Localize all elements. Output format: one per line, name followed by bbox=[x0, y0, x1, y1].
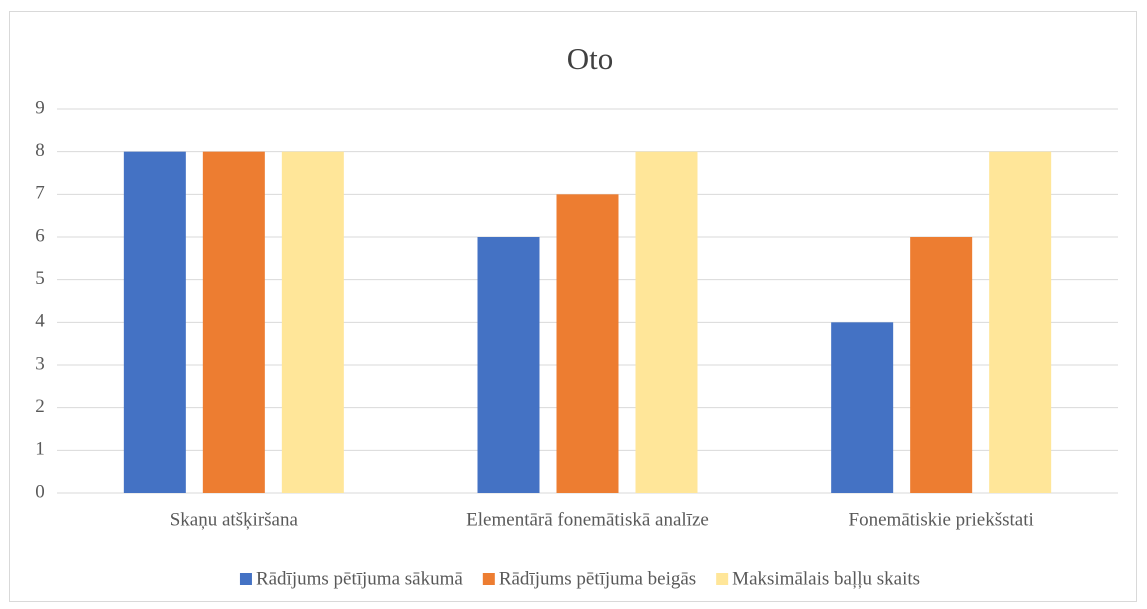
bar bbox=[477, 237, 540, 493]
legend-swatch bbox=[239, 573, 252, 585]
chart-title: Oto bbox=[567, 41, 614, 76]
bar bbox=[831, 322, 894, 493]
y-tick-label: 8 bbox=[35, 140, 45, 161]
y-tick-label: 5 bbox=[35, 268, 45, 289]
y-tick-label: 1 bbox=[35, 439, 45, 460]
bar bbox=[123, 151, 186, 493]
y-tick-label: 0 bbox=[35, 481, 45, 502]
bar bbox=[910, 237, 973, 493]
bar bbox=[556, 194, 619, 494]
y-tick-label: 7 bbox=[35, 183, 45, 204]
bar bbox=[635, 151, 698, 493]
legend-label: Maksimālais baļļu skaits bbox=[732, 568, 920, 589]
legend-label: Rādījums pētījuma beigās bbox=[499, 568, 696, 589]
legend-swatch bbox=[716, 573, 729, 585]
y-tick-label: 2 bbox=[35, 396, 45, 417]
legend-swatch bbox=[482, 573, 495, 585]
y-tick-label: 3 bbox=[35, 353, 45, 374]
bar bbox=[281, 151, 344, 493]
x-tick-label: Elementārā fonemātiskā analīze bbox=[466, 509, 709, 530]
bar bbox=[989, 151, 1052, 493]
bar bbox=[202, 151, 265, 493]
y-tick-label: 6 bbox=[35, 225, 45, 246]
legend-label: Rādījums pētījuma sākumā bbox=[256, 568, 463, 589]
y-tick-label: 9 bbox=[35, 97, 45, 118]
x-tick-label: Skaņu atšķiršana bbox=[170, 509, 299, 530]
y-tick-label: 4 bbox=[35, 311, 45, 332]
x-tick-label: Fonemātiskie priekšstati bbox=[849, 509, 1034, 530]
